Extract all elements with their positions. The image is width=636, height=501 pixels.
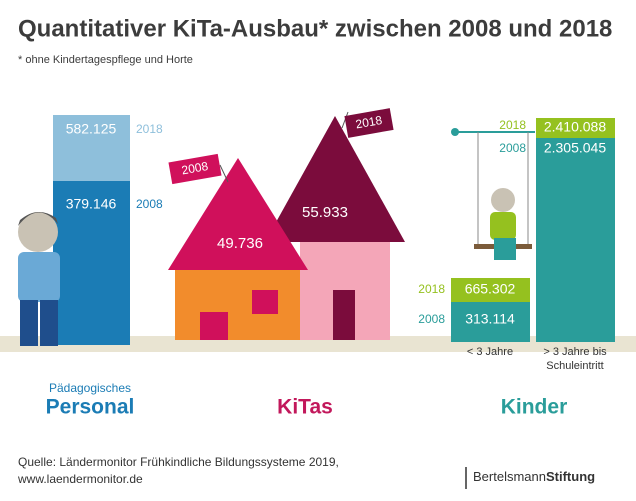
year: 2008 (136, 197, 163, 211)
bar-2018 (536, 118, 615, 138)
group-label: > 3 Jahre bis (543, 346, 607, 358)
title: Quantitativer KiTa-Ausbau* zwischen 2008… (18, 15, 612, 42)
footnote: * ohne Kindertagespflege und Horte (18, 54, 193, 66)
logo: BertelsmannStiftung (473, 469, 595, 484)
category-label: Personal (46, 396, 135, 419)
value: 313.114 (465, 311, 515, 327)
value: 55.933 (302, 204, 348, 221)
swing-child (474, 132, 532, 260)
bar-2008 (53, 181, 130, 345)
bar-2008 (536, 138, 615, 342)
value: 582.125 (66, 121, 117, 137)
value: 2.410.088 (544, 119, 606, 135)
value: 665.302 (465, 281, 516, 297)
year: 2018 (499, 118, 526, 132)
group-label: Schuleintritt (546, 360, 603, 372)
flag (168, 153, 222, 185)
bar-2018 (451, 278, 530, 302)
source-url: www.laendermonitor.de (17, 472, 143, 486)
year: 2018 (136, 122, 163, 136)
house-body (175, 268, 300, 340)
house-roof (265, 116, 405, 242)
value: 49.736 (217, 235, 263, 252)
year: 2008 (418, 312, 445, 326)
flag-label: 2018 (354, 113, 383, 131)
flag-pole (341, 111, 349, 129)
value: 379.146 (66, 196, 117, 212)
logo-light: Bertelsmann (473, 469, 546, 484)
flag-label: 2008 (180, 159, 209, 177)
value: 2.305.045 (544, 140, 606, 156)
house-roof (168, 158, 308, 270)
child-figure (18, 211, 60, 346)
window (252, 290, 278, 314)
year: 2018 (418, 282, 445, 296)
flag (344, 108, 394, 138)
window (200, 312, 228, 340)
logo-bold: Stiftung (546, 469, 595, 484)
category-label: KiTas (277, 396, 333, 419)
category-label: Kinder (501, 396, 568, 419)
year: 2008 (499, 141, 526, 155)
bar-2018 (53, 115, 130, 181)
source: Quelle: Ländermonitor Frühkindliche Bild… (18, 455, 339, 469)
group-label: < 3 Jahre (467, 346, 513, 358)
door (333, 290, 355, 340)
flag-pole (219, 164, 229, 183)
bar-2008 (451, 302, 530, 342)
category-sublabel: Pädagogisches (49, 381, 131, 395)
swing-end (451, 128, 459, 136)
